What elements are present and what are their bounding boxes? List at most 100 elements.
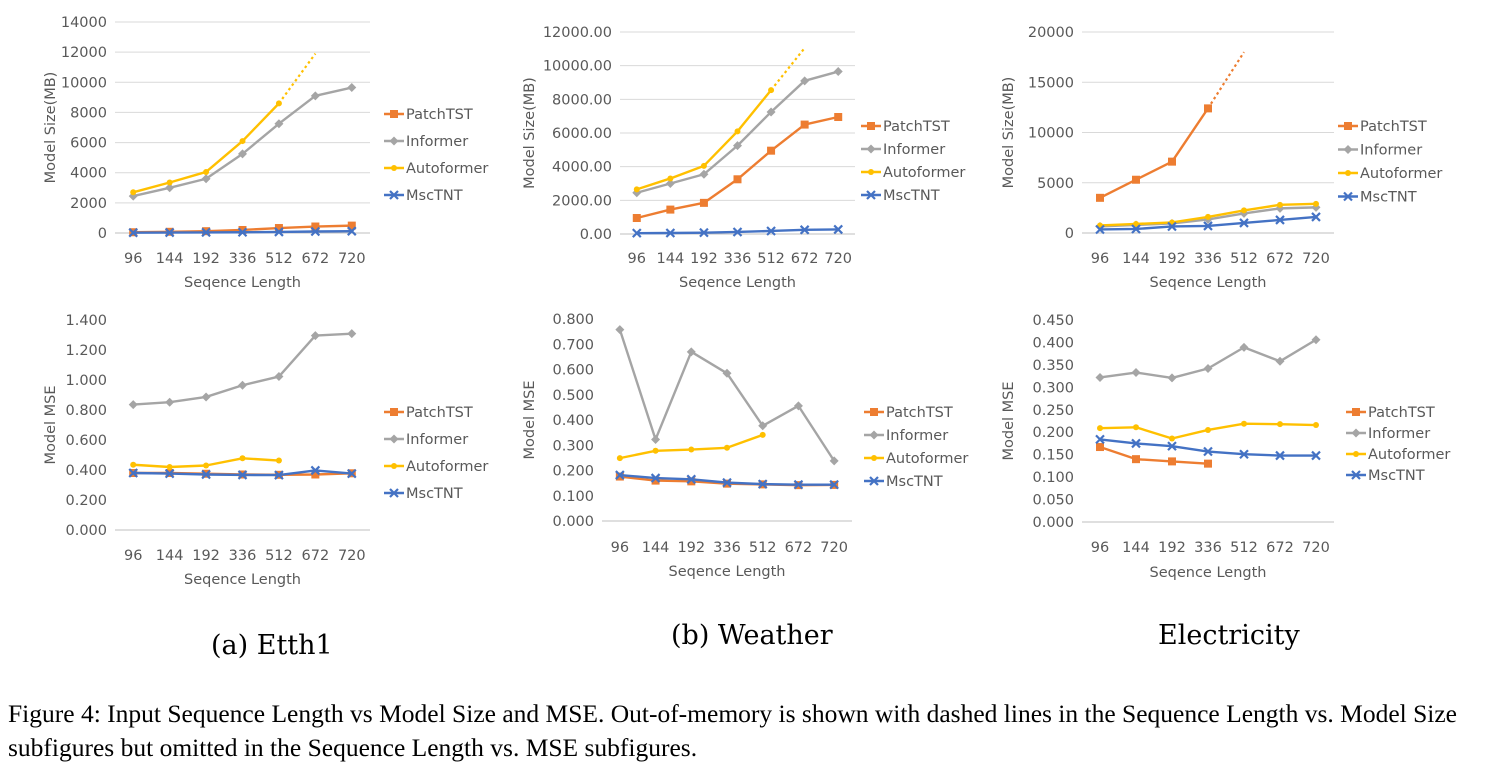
legend-swatch-marker bbox=[391, 463, 397, 469]
legend-swatch-marker bbox=[389, 136, 399, 146]
x-tick-label: 336 bbox=[1194, 540, 1222, 556]
data-point bbox=[1095, 224, 1105, 235]
data-point bbox=[793, 479, 804, 490]
series-msctnt bbox=[128, 226, 357, 238]
data-point bbox=[237, 227, 248, 238]
y-tick-label: 1.400 bbox=[65, 313, 107, 329]
data-point bbox=[633, 186, 640, 193]
data-point bbox=[833, 67, 843, 77]
data-point bbox=[834, 113, 843, 122]
data-point bbox=[1167, 221, 1177, 232]
series-informer bbox=[632, 67, 843, 198]
legend-swatch-marker bbox=[1351, 428, 1361, 438]
legend-swatch-marker bbox=[1345, 170, 1351, 176]
data-point bbox=[274, 372, 284, 382]
legend-entry-autoformer: Autoformer bbox=[1346, 447, 1450, 463]
x-tick-label: 144 bbox=[1122, 251, 1150, 267]
y-tick-label: 6000.00 bbox=[552, 126, 612, 142]
x-tick-label: 336 bbox=[713, 540, 741, 556]
x-tick-label: 720 bbox=[338, 548, 366, 564]
data-point bbox=[758, 421, 768, 431]
y-tick-label: 0.400 bbox=[552, 413, 594, 429]
oom-dashed-line bbox=[1207, 51, 1245, 109]
legend-entry-autoformer: Autoformer bbox=[861, 165, 965, 181]
legend-label: Informer bbox=[406, 432, 468, 448]
data-point bbox=[203, 168, 210, 175]
data-point bbox=[128, 468, 138, 478]
legend-swatch-marker bbox=[866, 190, 876, 200]
y-tick-label: 12000 bbox=[61, 45, 107, 61]
y-tick-label: 0.150 bbox=[1032, 448, 1074, 464]
data-point bbox=[128, 227, 138, 238]
x-tick-label: 336 bbox=[1194, 251, 1222, 267]
legend-entry-patchtst: PatchTST bbox=[864, 405, 953, 421]
data-point bbox=[799, 225, 810, 235]
series-autoformer bbox=[1097, 420, 1319, 442]
y-tick-label: 2000.00 bbox=[552, 193, 612, 209]
x-axis-label: Seqence Length bbox=[1150, 275, 1267, 291]
subcaption-etth1: (a) Etth1 bbox=[211, 630, 333, 661]
x-tick-label: 720 bbox=[338, 251, 366, 267]
y-tick-label: 10000.00 bbox=[543, 59, 612, 75]
legend-swatch-marker bbox=[391, 165, 397, 171]
x-tick-label: 512 bbox=[749, 540, 777, 556]
y-tick-label: 0.700 bbox=[552, 337, 594, 353]
data-point bbox=[757, 479, 768, 489]
data-point bbox=[632, 228, 642, 238]
y-tick-label: 15000 bbox=[1028, 75, 1074, 91]
y-tick-label: 0.400 bbox=[65, 463, 107, 479]
data-point bbox=[239, 138, 246, 145]
data-point bbox=[310, 331, 320, 341]
x-axis-label: Seqence Length bbox=[1150, 565, 1267, 581]
y-tick-label: 0.300 bbox=[1032, 380, 1074, 396]
legend-label: Informer bbox=[406, 134, 468, 150]
series-line bbox=[1099, 445, 1209, 465]
y-tick-label: 4000 bbox=[70, 166, 107, 182]
y-tick-label: 4000.00 bbox=[552, 160, 612, 176]
data-point bbox=[1097, 425, 1103, 432]
y-tick-label: 0.500 bbox=[552, 388, 594, 404]
data-point bbox=[734, 128, 741, 135]
x-tick-label: 192 bbox=[677, 540, 705, 556]
data-point bbox=[1205, 426, 1211, 433]
legend-swatch-marker bbox=[1351, 470, 1361, 480]
oom-dashed-line bbox=[278, 53, 317, 105]
legend-label: PatchTST bbox=[406, 107, 473, 123]
legend-entry-autoformer: Autoformer bbox=[384, 161, 488, 177]
data-point bbox=[1167, 441, 1177, 451]
legend-entry-autoformer: Autoformer bbox=[384, 459, 488, 475]
y-tick-label: 0 bbox=[1065, 226, 1074, 242]
series-msctnt bbox=[632, 224, 843, 238]
x-tick-label: 96 bbox=[611, 540, 629, 556]
x-axis-label: Seqence Length bbox=[184, 572, 301, 588]
x-axis-label: Seqence Length bbox=[669, 564, 786, 580]
series-msctnt bbox=[1095, 212, 1321, 235]
legend-entry-informer: Informer bbox=[864, 428, 948, 444]
y-tick-label: 20000 bbox=[1028, 25, 1074, 41]
data-point bbox=[699, 227, 709, 238]
data-point bbox=[1167, 373, 1177, 383]
legend-entry-msctnt: MscTNT bbox=[864, 474, 943, 490]
data-point bbox=[274, 227, 284, 237]
series-patchtst bbox=[1096, 51, 1245, 202]
data-point bbox=[665, 179, 675, 188]
data-point bbox=[829, 456, 839, 466]
x-tick-label: 192 bbox=[690, 251, 718, 267]
data-point bbox=[201, 227, 211, 238]
y-tick-label: 0.000 bbox=[552, 514, 594, 530]
data-point bbox=[239, 455, 246, 462]
data-point bbox=[274, 224, 283, 233]
legend-label: Autoformer bbox=[406, 161, 488, 177]
x-axis-label: Seqence Length bbox=[184, 275, 301, 291]
legend-entry-informer: Informer bbox=[1338, 143, 1422, 159]
series-autoformer bbox=[616, 431, 766, 462]
legend-label: MscTNT bbox=[883, 188, 940, 204]
y-tick-label: 0.000 bbox=[1032, 515, 1074, 531]
y-tick-label: 0.800 bbox=[65, 403, 107, 419]
data-point bbox=[130, 189, 137, 196]
data-point bbox=[616, 455, 623, 462]
x-tick-label: 96 bbox=[124, 251, 142, 267]
